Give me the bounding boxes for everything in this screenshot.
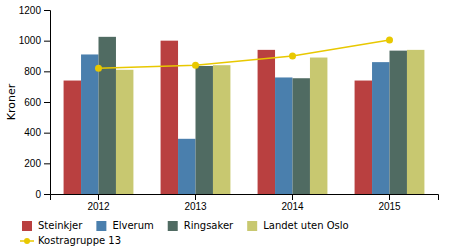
bar	[213, 65, 230, 194]
legend-swatch	[22, 221, 32, 231]
x-tick-label: 2012	[87, 201, 110, 212]
legend-label: Kostragruppe 13	[38, 235, 121, 246]
bar-series	[116, 50, 424, 194]
x-axis-line	[51, 195, 439, 201]
bar	[64, 81, 81, 194]
y-tick-label: 1000	[19, 35, 42, 46]
x-tick: 2013	[184, 194, 207, 212]
legend-item: Kostragruppe 13	[20, 235, 121, 246]
line	[99, 40, 390, 68]
y-axis-line	[44, 11, 51, 195]
legend-swatch	[247, 221, 257, 231]
bar	[258, 50, 275, 194]
bar	[275, 77, 292, 194]
y-tick: 400	[24, 127, 50, 138]
legend-label: Steinkjer	[38, 220, 83, 231]
x-tick: 2012	[87, 194, 110, 212]
legend-label: Elverum	[112, 220, 153, 231]
bar	[293, 78, 310, 194]
x-tick-mark	[292, 194, 293, 200]
x-tick-mark	[389, 194, 390, 200]
bar	[81, 54, 98, 194]
markers	[95, 36, 393, 71]
y-tick-mark	[44, 41, 50, 42]
y-tick-label: 800	[24, 66, 41, 77]
x-tick-label: 2014	[281, 201, 304, 212]
marker	[386, 36, 393, 43]
legend-swatch	[96, 221, 106, 231]
legend-label: Ringsaker	[184, 220, 234, 231]
legend-label: Landet uten Oslo	[263, 220, 349, 231]
legend-item: Steinkjer	[22, 220, 83, 231]
plot: 0 200 400 600 800 1000 1200 2012 2013 2014 2015	[19, 5, 439, 212]
marks	[64, 36, 425, 194]
bar	[99, 37, 116, 194]
legend-item: Landet uten Oslo	[247, 220, 349, 231]
y-tick-mark	[44, 133, 50, 134]
bar	[178, 139, 195, 194]
y-tick-label: 1200	[19, 5, 42, 16]
y-tick-label: 600	[24, 97, 41, 108]
y-tick: 0	[35, 189, 50, 200]
legend-item: Elverum	[96, 220, 153, 231]
y-tick: 200	[24, 158, 50, 169]
chart: 0 200 400 600 800 1000 1200 2012 2013 2014 2015 Kro…	[0, 0, 450, 252]
x-tick: 2014	[281, 194, 304, 212]
x-tick-mark	[98, 194, 99, 200]
y-tick-mark	[44, 10, 50, 11]
y-tick-mark	[44, 102, 50, 103]
legend-marker	[24, 238, 30, 244]
y-tick-mark	[44, 163, 50, 164]
y-tick-label: 400	[24, 127, 41, 138]
legend-swatch	[168, 221, 178, 231]
y-tick: 1000	[19, 35, 50, 46]
x-tick: 2015	[378, 194, 401, 212]
y-tick-mark	[44, 71, 50, 72]
y-tick: 600	[24, 97, 50, 108]
legend: Steinkjer Elverum Ringsaker Landet uten Osl…	[20, 220, 349, 246]
bar	[116, 70, 133, 194]
y-tick-mark	[44, 194, 50, 195]
bar-series	[81, 54, 389, 194]
marker	[192, 62, 199, 69]
y-tick: 1200	[19, 5, 50, 16]
bar-series	[99, 37, 407, 194]
bar	[372, 62, 389, 194]
bar	[407, 50, 424, 194]
bar	[161, 41, 178, 194]
marker	[95, 65, 102, 72]
bar	[355, 81, 372, 194]
bar	[390, 51, 407, 194]
marker	[289, 53, 296, 60]
x-axis: 2012 2013 2014 2015	[51, 194, 439, 212]
y-tick: 800	[24, 66, 50, 77]
y-tick-label: 0	[35, 189, 41, 200]
y-axis: 0 200 400 600 800 1000 1200	[19, 5, 51, 200]
bar	[310, 58, 327, 194]
legend-item: Ringsaker	[168, 220, 234, 231]
x-tick-label: 2013	[184, 201, 207, 212]
y-axis-title: Kroner	[5, 83, 18, 120]
y-tick-label: 200	[24, 158, 41, 169]
bar	[196, 66, 213, 194]
x-tick-mark	[195, 194, 196, 200]
x-tick-label: 2015	[378, 201, 401, 212]
